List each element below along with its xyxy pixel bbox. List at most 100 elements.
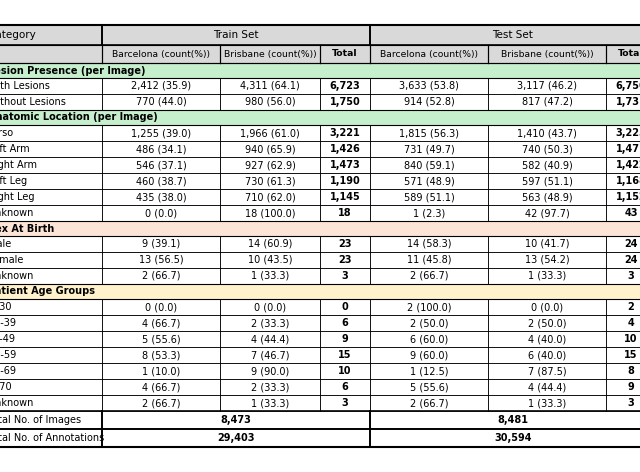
Text: 2 (50.0): 2 (50.0) — [410, 318, 448, 328]
Bar — [0, 268, 102, 284]
Text: 1 (2.3): 1 (2.3) — [413, 208, 445, 218]
Text: 9 (60.0): 9 (60.0) — [410, 350, 448, 360]
Bar — [606, 94, 640, 110]
Text: 3: 3 — [628, 398, 634, 408]
Bar — [320, 94, 370, 110]
Bar — [220, 268, 320, 284]
Text: 6 (60.0): 6 (60.0) — [410, 334, 448, 344]
Bar — [0, 429, 102, 447]
Text: 7 (87.5): 7 (87.5) — [528, 366, 566, 376]
Bar — [102, 125, 220, 141]
Bar — [0, 331, 102, 347]
Bar — [370, 236, 488, 252]
Text: 4 (66.7): 4 (66.7) — [142, 318, 180, 328]
Bar — [606, 331, 640, 347]
Text: 6: 6 — [342, 318, 348, 328]
Text: 2 (50.0): 2 (50.0) — [528, 318, 566, 328]
Bar — [102, 379, 220, 395]
Text: 4,311 (64.1): 4,311 (64.1) — [240, 81, 300, 91]
Bar — [606, 268, 640, 284]
Text: 23: 23 — [339, 255, 352, 265]
Bar — [0, 173, 102, 189]
Text: Female: Female — [0, 255, 24, 265]
Text: 1,410 (43.7): 1,410 (43.7) — [517, 128, 577, 138]
Text: 2 (66.7): 2 (66.7) — [141, 271, 180, 281]
Text: Unknown: Unknown — [0, 271, 33, 281]
Text: Total No. of Images: Total No. of Images — [0, 415, 81, 425]
Text: 4 (66.7): 4 (66.7) — [142, 382, 180, 392]
Bar — [488, 94, 606, 110]
Bar — [102, 189, 220, 205]
Text: 2 (66.7): 2 (66.7) — [141, 398, 180, 408]
Text: 1,422: 1,422 — [616, 160, 640, 170]
Text: 2 (33.3): 2 (33.3) — [251, 318, 289, 328]
Text: 1 (33.3): 1 (33.3) — [528, 398, 566, 408]
Bar — [102, 395, 220, 411]
Text: 15: 15 — [339, 350, 352, 360]
Text: 9: 9 — [628, 382, 634, 392]
Bar — [488, 189, 606, 205]
Text: 1 (33.3): 1 (33.3) — [251, 271, 289, 281]
Bar — [320, 395, 370, 411]
Text: 1,473: 1,473 — [330, 160, 360, 170]
Bar — [0, 411, 102, 429]
Text: 1,731: 1,731 — [616, 97, 640, 107]
Bar — [370, 268, 488, 284]
Bar — [220, 78, 320, 94]
Bar — [102, 268, 220, 284]
Text: 4: 4 — [628, 318, 634, 328]
Bar — [370, 157, 488, 173]
Bar — [0, 205, 102, 221]
Text: ≥ 70: ≥ 70 — [0, 382, 12, 392]
Text: Brisbane (count(%)): Brisbane (count(%)) — [224, 50, 316, 59]
Bar — [488, 379, 606, 395]
Text: 2: 2 — [628, 302, 634, 312]
Text: 15: 15 — [624, 350, 637, 360]
Text: 6,723: 6,723 — [330, 81, 360, 91]
Text: 1,152: 1,152 — [616, 192, 640, 202]
Text: 435 (38.0): 435 (38.0) — [136, 192, 186, 202]
Text: Anatomic Location (per Image): Anatomic Location (per Image) — [0, 112, 157, 123]
Text: 1,168: 1,168 — [616, 176, 640, 186]
Text: 4 (44.4): 4 (44.4) — [528, 382, 566, 392]
Text: 980 (56.0): 980 (56.0) — [244, 97, 295, 107]
Text: 730 (61.3): 730 (61.3) — [244, 176, 295, 186]
Bar — [320, 45, 370, 63]
Text: 10 (41.7): 10 (41.7) — [525, 239, 569, 249]
Text: 460 (38.7): 460 (38.7) — [136, 176, 186, 186]
Bar — [370, 94, 488, 110]
Bar — [370, 299, 488, 315]
Text: 50-59: 50-59 — [0, 350, 16, 360]
Text: 18 (100.0): 18 (100.0) — [244, 208, 295, 218]
Bar — [320, 347, 370, 363]
Text: 1,815 (56.3): 1,815 (56.3) — [399, 128, 459, 138]
Text: Lesion Presence (per Image): Lesion Presence (per Image) — [0, 66, 145, 76]
Bar — [320, 141, 370, 157]
Text: Category: Category — [0, 30, 36, 40]
Bar — [370, 45, 488, 63]
Text: 10: 10 — [624, 334, 637, 344]
Text: 1,190: 1,190 — [330, 176, 360, 186]
Bar — [102, 78, 220, 94]
Text: 10: 10 — [339, 366, 352, 376]
Text: 0 (0.0): 0 (0.0) — [145, 302, 177, 312]
Text: 817 (47.2): 817 (47.2) — [522, 97, 572, 107]
Bar — [370, 252, 488, 268]
Bar — [102, 331, 220, 347]
Text: 30,594: 30,594 — [494, 433, 532, 443]
Text: 30-39: 30-39 — [0, 318, 16, 328]
Text: Patient Age Groups: Patient Age Groups — [0, 287, 95, 296]
Text: Test Set: Test Set — [493, 30, 533, 40]
Text: 14 (60.9): 14 (60.9) — [248, 239, 292, 249]
Bar — [102, 45, 220, 63]
Bar — [0, 94, 102, 110]
Text: 563 (48.9): 563 (48.9) — [522, 192, 572, 202]
Text: 589 (51.1): 589 (51.1) — [404, 192, 454, 202]
Text: 10 (43.5): 10 (43.5) — [248, 255, 292, 265]
Bar — [0, 78, 102, 94]
Text: 8: 8 — [628, 366, 634, 376]
Bar — [220, 299, 320, 315]
Text: 7 (46.7): 7 (46.7) — [251, 350, 289, 360]
Bar — [370, 141, 488, 157]
Bar — [320, 205, 370, 221]
